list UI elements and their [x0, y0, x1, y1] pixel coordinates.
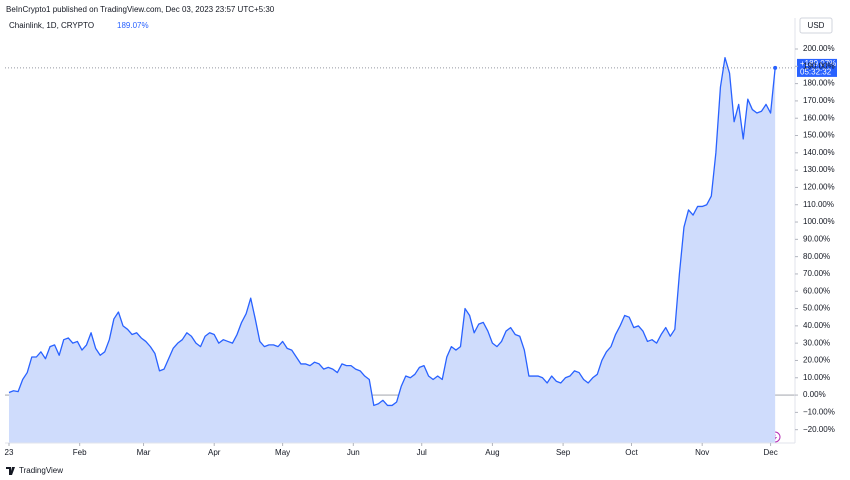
y-tick-label: 130.00%	[803, 165, 835, 174]
y-tick-label: 0.00%	[803, 390, 826, 399]
x-tick-label: Nov	[695, 448, 709, 457]
y-tick-label: −20.00%	[803, 425, 835, 434]
y-tick-label: 110.00%	[803, 200, 834, 209]
countdown: 05:32:32	[800, 68, 832, 77]
currency-box[interactable]	[799, 17, 833, 34]
y-tick-label: 90.00%	[803, 234, 830, 243]
y-tick-label: 180.00%	[803, 79, 835, 88]
price-line	[8, 57, 776, 407]
chart-title: Chainlink, 1D, CRYPTO	[9, 21, 94, 30]
x-tick-label: Oct	[625, 448, 638, 457]
logo	[6, 467, 15, 475]
y-tick-label: 120.00%	[803, 183, 835, 192]
y-tick-label: 50.00%	[803, 304, 830, 313]
area-fill	[8, 57, 776, 444]
price-tag-box	[797, 58, 837, 77]
x-tick-label: Mar	[137, 448, 151, 457]
x-tick-label: Feb	[73, 448, 87, 457]
plot-area	[5, 57, 795, 444]
y-tick-label: 80.00%	[803, 252, 830, 261]
y-tick-label: 200.00%	[803, 44, 835, 53]
y-tick-label: 160.00%	[803, 113, 835, 122]
x-tick-label: 23	[5, 448, 14, 457]
y-tick-label: 20.00%	[803, 356, 830, 365]
header-value: 189.07%	[117, 21, 149, 30]
y-tick-label: 40.00%	[803, 321, 830, 330]
y-tick-label: 150.00%	[803, 131, 835, 140]
y-tick-label: −10.00%	[803, 407, 835, 416]
y-tick-label: 70.00%	[803, 269, 830, 278]
y-tick-label: 30.00%	[803, 338, 830, 347]
event-icon-bolt	[773, 434, 777, 441]
x-tick-label: Apr	[208, 448, 221, 457]
x-tick-label: Dec	[763, 448, 777, 457]
x-tick-label: Jun	[347, 448, 360, 457]
y-tick-label: 170.00%	[803, 96, 835, 105]
y-tick-label: 60.00%	[803, 286, 830, 295]
x-tick-label: Aug	[485, 448, 499, 457]
last-point	[773, 65, 778, 70]
price-tag: +189.07%	[800, 59, 836, 68]
y-tick-label: 10.00%	[803, 373, 830, 382]
y-tick-label: 190.00%	[803, 61, 835, 70]
x-tick-label: May	[275, 448, 290, 457]
currency[interactable]: USD	[808, 21, 825, 30]
page-header: BeInCrypto1 published on TradingView.com…	[6, 5, 275, 14]
y-tick-label: 100.00%	[803, 217, 835, 226]
x-tick-label: Sep	[556, 448, 571, 457]
y-tick-label: 140.00%	[803, 148, 835, 157]
footer: TradingView	[19, 466, 63, 475]
x-tick-label: Jul	[417, 448, 427, 457]
